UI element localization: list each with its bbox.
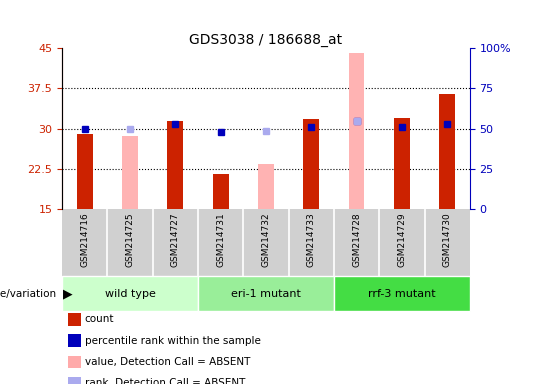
- Bar: [62, 276, 198, 311]
- Text: GSM214730: GSM214730: [443, 213, 451, 267]
- Text: GSM214729: GSM214729: [397, 213, 406, 267]
- Bar: [394, 118, 410, 209]
- Bar: [258, 164, 274, 209]
- Bar: [349, 53, 365, 209]
- Text: percentile rank within the sample: percentile rank within the sample: [85, 336, 261, 346]
- Text: rrf-3 mutant: rrf-3 mutant: [368, 289, 436, 299]
- Text: value, Detection Call = ABSENT: value, Detection Call = ABSENT: [85, 357, 250, 367]
- Bar: [213, 174, 228, 209]
- Text: genotype/variation: genotype/variation: [0, 289, 57, 299]
- Text: ▶: ▶: [63, 287, 73, 300]
- Bar: [167, 121, 183, 209]
- Bar: [122, 136, 138, 209]
- Title: GDS3038 / 186688_at: GDS3038 / 186688_at: [190, 33, 342, 47]
- Text: GSM214727: GSM214727: [171, 213, 180, 267]
- Bar: [303, 119, 319, 209]
- Text: count: count: [85, 314, 114, 324]
- Text: GSM214732: GSM214732: [261, 213, 271, 267]
- Bar: [77, 134, 93, 209]
- Text: GSM214733: GSM214733: [307, 213, 316, 267]
- Text: GSM214728: GSM214728: [352, 213, 361, 267]
- Text: rank, Detection Call = ABSENT: rank, Detection Call = ABSENT: [85, 378, 245, 384]
- Text: GSM214725: GSM214725: [126, 213, 134, 267]
- Text: eri-1 mutant: eri-1 mutant: [231, 289, 301, 299]
- Bar: [334, 276, 470, 311]
- Text: GSM214731: GSM214731: [216, 213, 225, 267]
- Text: GSM214716: GSM214716: [80, 213, 89, 267]
- Bar: [439, 94, 455, 209]
- Text: wild type: wild type: [105, 289, 156, 299]
- Bar: [198, 276, 334, 311]
